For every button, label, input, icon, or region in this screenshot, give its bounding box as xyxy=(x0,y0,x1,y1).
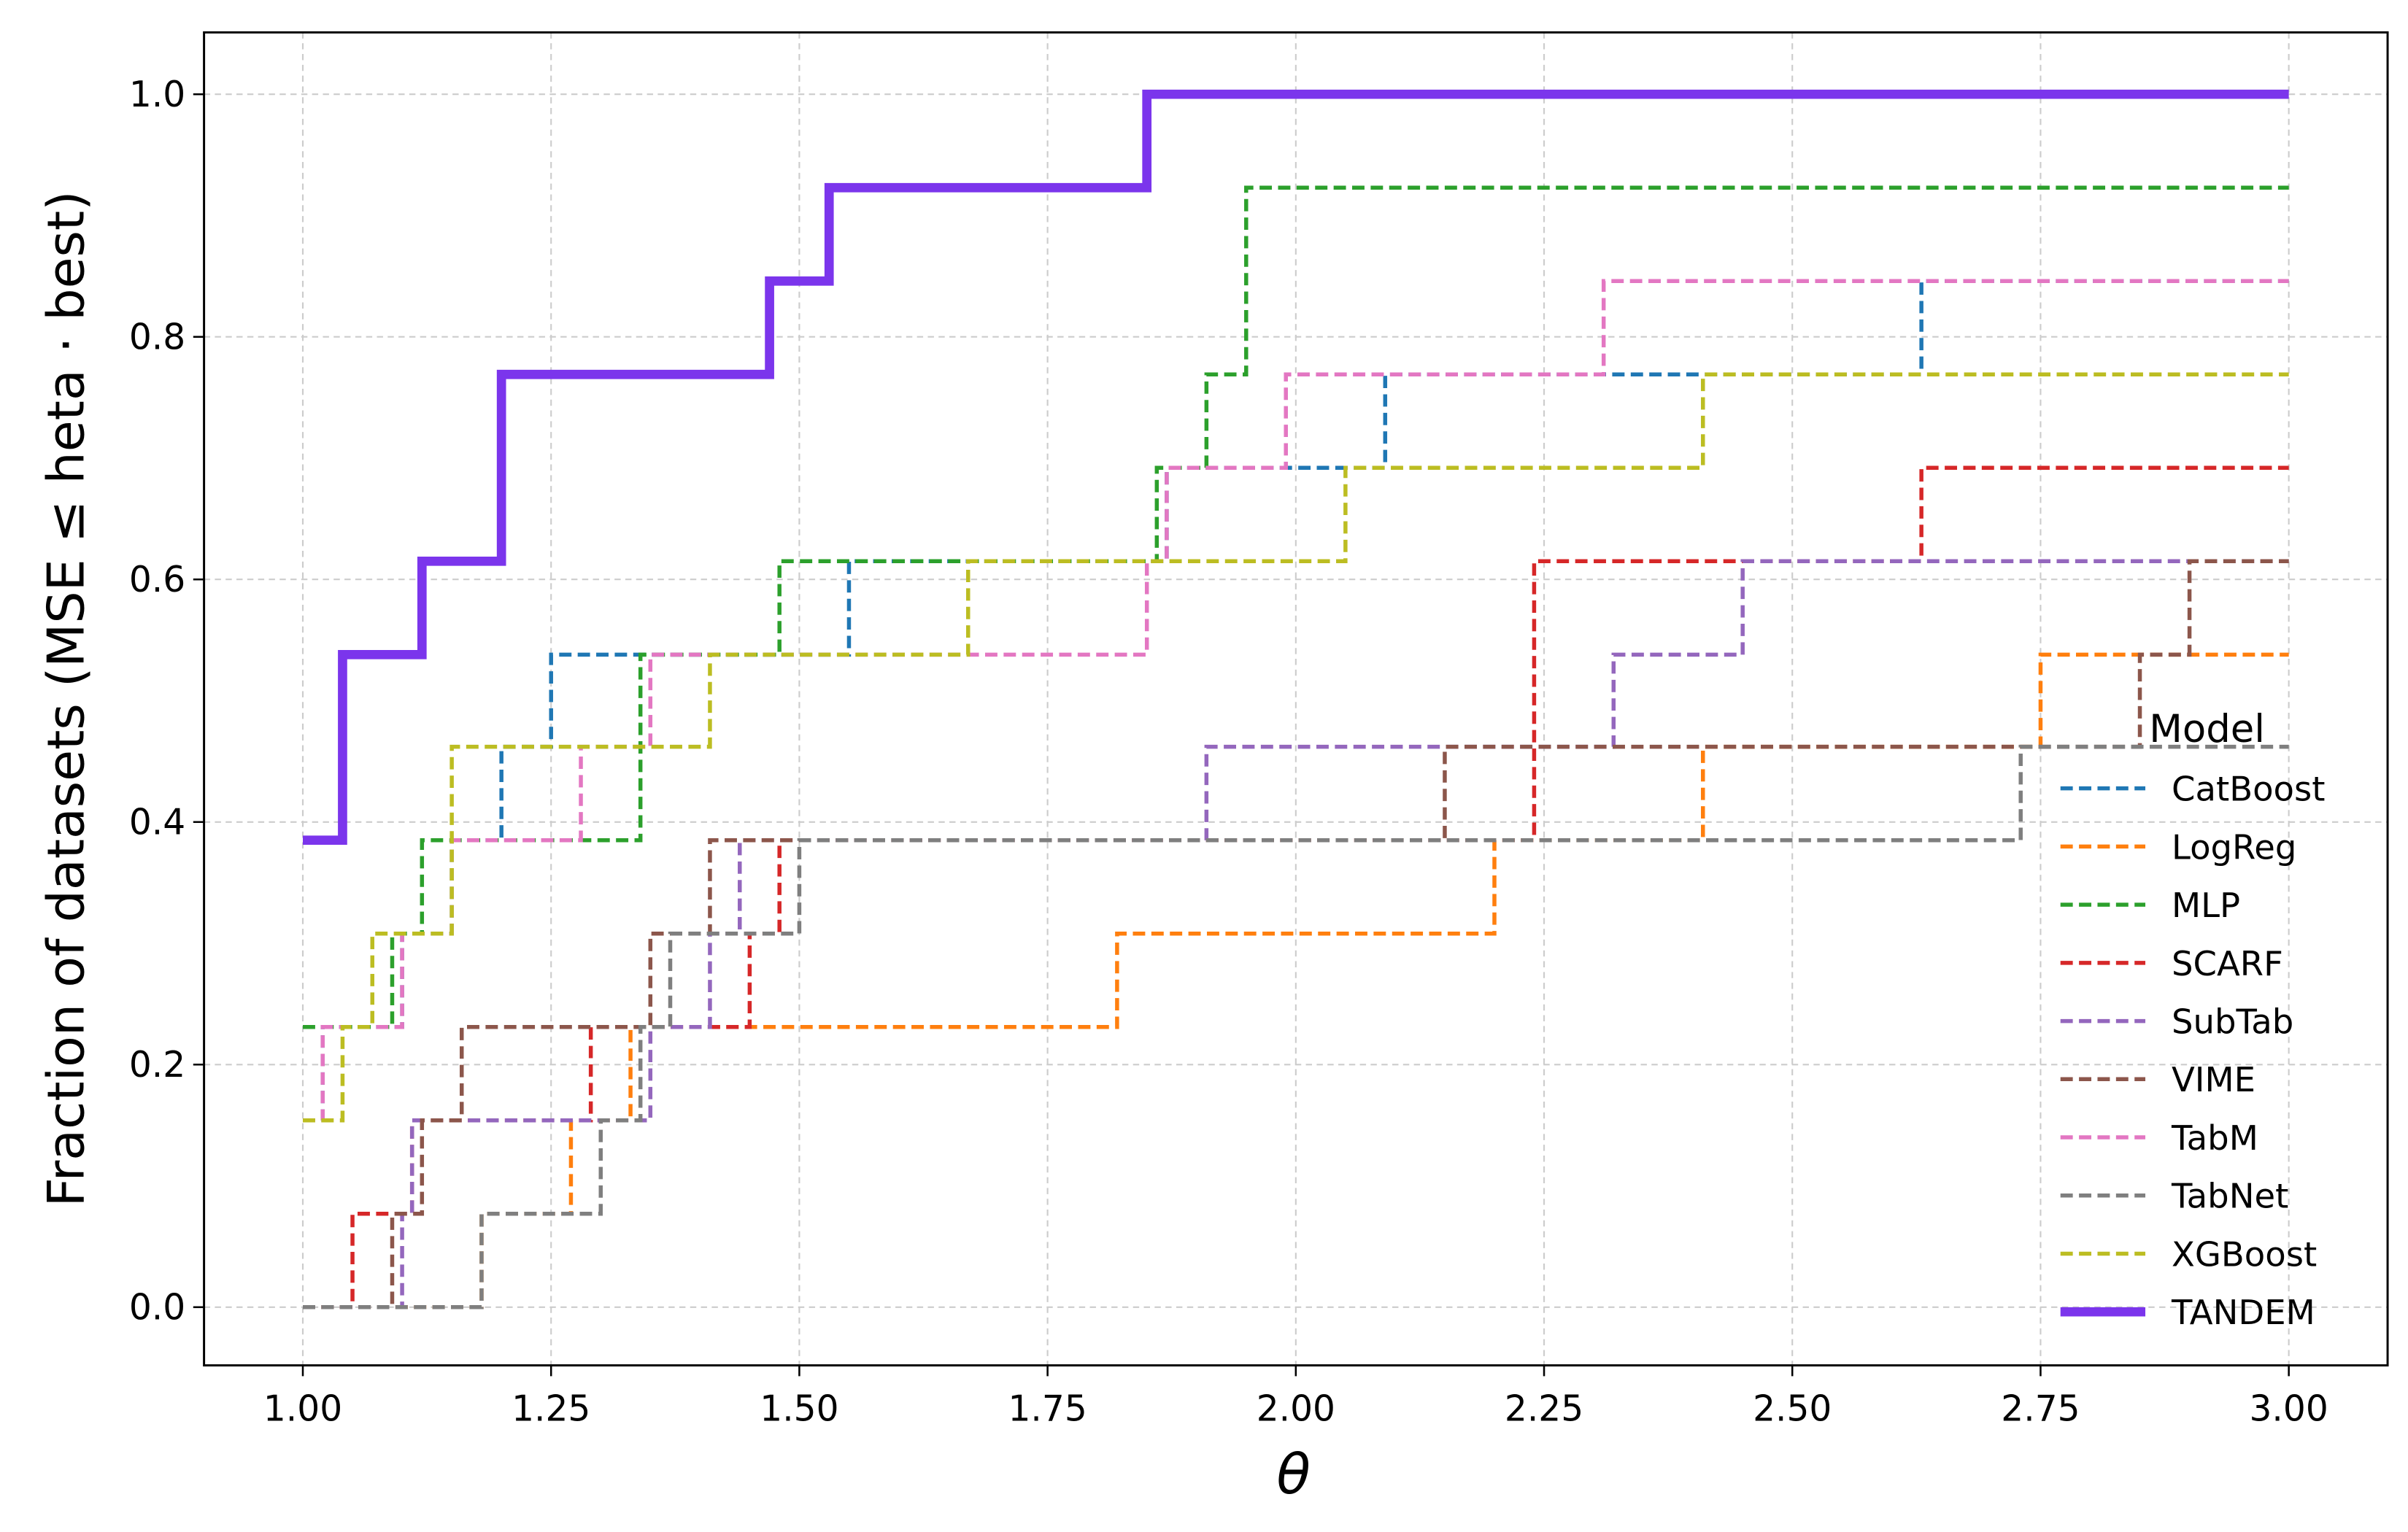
legend-label: LogReg xyxy=(2172,827,2296,867)
legend-title: Model xyxy=(2149,707,2265,751)
legend-label: TANDEM xyxy=(2171,1293,2315,1332)
x-tick-label: 1.75 xyxy=(1008,1389,1087,1430)
series-line xyxy=(303,89,2289,846)
x-tick-label: 2.00 xyxy=(1257,1389,1335,1430)
series-line xyxy=(303,279,2289,1123)
y-axis-label: Fraction of datasets (MSE ≤ heta · best) xyxy=(37,191,96,1207)
legend-label: CatBoost xyxy=(2172,770,2326,809)
x-tick-label: 1.00 xyxy=(263,1389,342,1430)
series-line xyxy=(303,185,2289,1029)
series-line xyxy=(303,372,2289,1123)
legend-label: SCARF xyxy=(2172,944,2283,983)
legend-label: MLP xyxy=(2172,886,2240,925)
legend: Model CatBoost LogReg MLP SCARF SubTab VIME Tab… xyxy=(2060,707,2326,1332)
legend-label: VIME xyxy=(2172,1060,2255,1099)
legend-label: SubTab xyxy=(2172,1002,2293,1041)
x-tick-label: 3.00 xyxy=(2250,1389,2328,1430)
x-tick-label: 2.25 xyxy=(1505,1389,1583,1430)
y-tick-label: 0.4 xyxy=(129,802,185,843)
y-tick-label: 0.0 xyxy=(129,1288,185,1328)
y-tick-label: 1.0 xyxy=(129,74,185,115)
y-tick-label: 0.8 xyxy=(129,317,185,358)
axes-frame xyxy=(203,31,2389,1367)
legend-label: TabM xyxy=(2171,1118,2258,1158)
y-tick-label: 0.6 xyxy=(129,560,185,600)
series-line xyxy=(303,559,2289,1309)
x-tick-label: 2.75 xyxy=(2001,1389,2080,1430)
series-line xyxy=(303,744,2289,1309)
legend-label: XGBoost xyxy=(2172,1234,2317,1274)
x-tick-label: 2.50 xyxy=(1753,1389,1832,1430)
y-tick-label: 0.2 xyxy=(129,1045,185,1086)
series-line xyxy=(303,465,2289,1309)
x-tick-label: 1.25 xyxy=(512,1389,590,1430)
legend-label: TabNet xyxy=(2171,1177,2288,1216)
x-tick-label: 1.50 xyxy=(760,1389,838,1430)
x-axis-label: θ xyxy=(1276,1442,1311,1506)
